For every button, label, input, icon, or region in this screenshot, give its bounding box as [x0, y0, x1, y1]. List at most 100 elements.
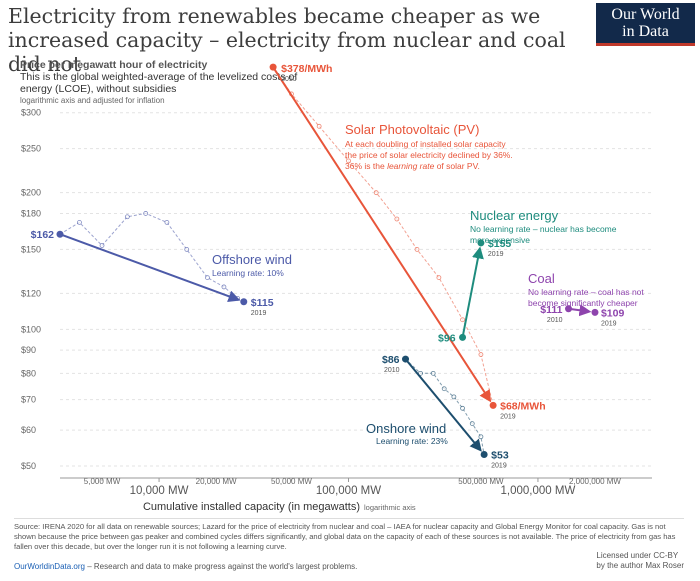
- y-tick-label: $100: [21, 324, 41, 334]
- offshore-wind-yearly-point: [221, 284, 227, 290]
- onshore-desc: Learning rate: 23%: [376, 436, 448, 446]
- y-tick-label: $70: [21, 395, 36, 405]
- nuclear-desc-line1: No learning rate – nuclear has become: [470, 224, 617, 234]
- logo-accent-bar: [596, 43, 695, 46]
- chart-title: Electricity from renewables became cheap…: [8, 4, 566, 76]
- y-tick-label: $90: [21, 345, 36, 355]
- solar-desc-line2: the price of solar electricity declined …: [345, 150, 513, 160]
- solar-photovoltaic-pv-yearly-point: [460, 317, 465, 323]
- nuclear-energy-trend-arrow: [461, 246, 484, 338]
- coal-start-label: $111: [540, 304, 562, 316]
- offshore-wind-start-point: [56, 230, 64, 238]
- coal-end-label: $109: [601, 307, 625, 319]
- solar-photovoltaic-pv-end-point: [489, 401, 497, 409]
- owid-link[interactable]: OurWorldinData.org: [14, 562, 85, 571]
- offshore-wind-yearly-point: [205, 275, 210, 281]
- offshore-wind-yearly-point: [99, 243, 105, 248]
- solar-photovoltaic-pv-yearly-point: [346, 158, 351, 164]
- license-line1: Licensed under CC-BY: [596, 551, 679, 560]
- solar-end-label: $68/MWh: [500, 400, 546, 412]
- onshore-start-label: $86: [382, 354, 400, 366]
- offshore-wind-yearly-point: [164, 220, 170, 225]
- logo-line1: Our World: [611, 6, 680, 23]
- y-axis-heading: Price per megawatt hour of electricity: [20, 59, 208, 71]
- onshore-wind-trend-arrow: [404, 358, 482, 452]
- onshore-wind-end-point: [480, 451, 488, 459]
- offshore-wind-yearly-point: [124, 214, 130, 220]
- offshore-start-label: $162: [31, 229, 55, 241]
- x-tick-label-minor: 500,000 MW: [458, 477, 504, 486]
- x-tick-label-major: 10,000 MW: [130, 485, 189, 497]
- license-line2: by the author Max Roser: [596, 561, 684, 570]
- solar-desc-part: of solar PV.: [434, 161, 480, 171]
- solar-photovoltaic-pv-yearly-point: [414, 246, 420, 252]
- solar-desc-line1: At each doubling of installed solar capa…: [345, 139, 506, 149]
- y-tick-label: $120: [21, 288, 41, 298]
- x-tick-label-minor: 2,000,000 MW: [569, 477, 621, 486]
- onshore-wind-yearly-point: [430, 370, 436, 376]
- x-tick-label-minor: 5,000 MW: [84, 477, 121, 486]
- nuclear-desc-line2: more expensive: [470, 235, 530, 245]
- y-tick-label: $250: [21, 144, 41, 154]
- solar-start-year: 2010: [281, 76, 297, 83]
- footer-tagline: – Research and data to make progress aga…: [85, 562, 358, 571]
- chart-svg: $50 $60 $70 $80 $90 $100 $120 $150 $180 $200 $250 $…: [21, 63, 652, 513]
- footer-tagline-row: OurWorldinData.org – Research and data t…: [14, 562, 357, 571]
- solar-start-label: $378/MWh: [281, 63, 332, 75]
- x-tick-label-major: 1,000,000 MW: [501, 485, 576, 497]
- offshore-end-year: 2019: [251, 310, 267, 317]
- nuclear-end-year: 2019: [488, 251, 504, 258]
- offshore-wind-yearly-point: [77, 220, 82, 225]
- solar-desc-line3: 36% is the learning rate of solar PV.: [345, 161, 480, 171]
- onshore-wind-yearly-point: [441, 386, 447, 392]
- y-tick-label: $180: [21, 208, 41, 218]
- onshore-wind-yearly-point: [460, 405, 465, 411]
- coal-desc-line2: become significantly cheaper: [528, 298, 638, 308]
- solar-title: Solar Photovoltaic (PV): [345, 122, 479, 137]
- coal-end-point: [591, 308, 599, 316]
- offshore-end-label: $115: [251, 297, 274, 309]
- x-tick-label-minor: 50,000 MW: [271, 477, 312, 486]
- onshore-wind-yearly-point: [469, 421, 475, 427]
- chart-subtitle: Price per megawatt hour of electricity T…: [20, 59, 300, 107]
- solar-photovoltaic-pv-yearly-point: [316, 123, 322, 129]
- nuclear-energy-start-point: [459, 333, 467, 341]
- nuclear-energy-end-point: [477, 239, 485, 247]
- offshore-wind-yearly-point: [184, 246, 190, 252]
- offshore-wind-end-point: [240, 298, 248, 306]
- license-note: Licensed under CC-BY by the author Max R…: [596, 551, 684, 571]
- onshore-wind-yearly-line: [405, 358, 485, 455]
- y-tick-label: $60: [21, 425, 36, 435]
- onshore-wind-yearly-point: [478, 434, 484, 440]
- solar-photovoltaic-pv-start-point: [269, 63, 277, 71]
- onshore-title: Onshore wind: [366, 421, 446, 436]
- solar-desc-part: 36% is the: [345, 161, 387, 171]
- nuclear-end-label: $155: [488, 238, 512, 250]
- coal-title: Coal: [528, 271, 555, 286]
- onshore-end-year: 2019: [491, 463, 507, 470]
- onshore-wind-yearly-point: [451, 394, 457, 400]
- subtitle-description: This is the global weighted-average of t…: [20, 71, 298, 95]
- solar-end-year: 2019: [500, 413, 516, 420]
- x-axis-note: logarithmic axis: [364, 503, 416, 512]
- x-tick-label-minor: 20,000 MW: [196, 477, 237, 486]
- nuclear-title: Nuclear energy: [470, 208, 559, 223]
- y-tick-label: $80: [21, 368, 36, 378]
- solar-photovoltaic-pv-yearly-point: [373, 190, 379, 196]
- offshore-desc: Learning rate: 10%: [212, 268, 284, 278]
- coal-start-point: [565, 305, 573, 313]
- onshore-end-label: $53: [491, 450, 509, 462]
- y-tick-label: $200: [21, 188, 41, 198]
- y-tick-label: $50: [21, 461, 36, 471]
- y-tick-label: $300: [21, 108, 41, 118]
- offshore-wind-yearly-point: [143, 211, 149, 216]
- solar-photovoltaic-pv-yearly-point: [478, 352, 484, 357]
- axis-note: logarithmic axis and adjusted for inflat…: [20, 96, 165, 105]
- offshore-wind-trend-arrow: [59, 233, 241, 303]
- x-tick-label-major: 100,000 MW: [316, 485, 381, 497]
- logo-line2: in Data: [622, 23, 669, 40]
- owid-logo[interactable]: Our World in Data: [596, 3, 695, 43]
- solar-photovoltaic-pv-trend-arrow: [272, 66, 492, 403]
- coal-end-year: 2019: [601, 320, 617, 327]
- onshore-start-year: 2010: [384, 367, 400, 374]
